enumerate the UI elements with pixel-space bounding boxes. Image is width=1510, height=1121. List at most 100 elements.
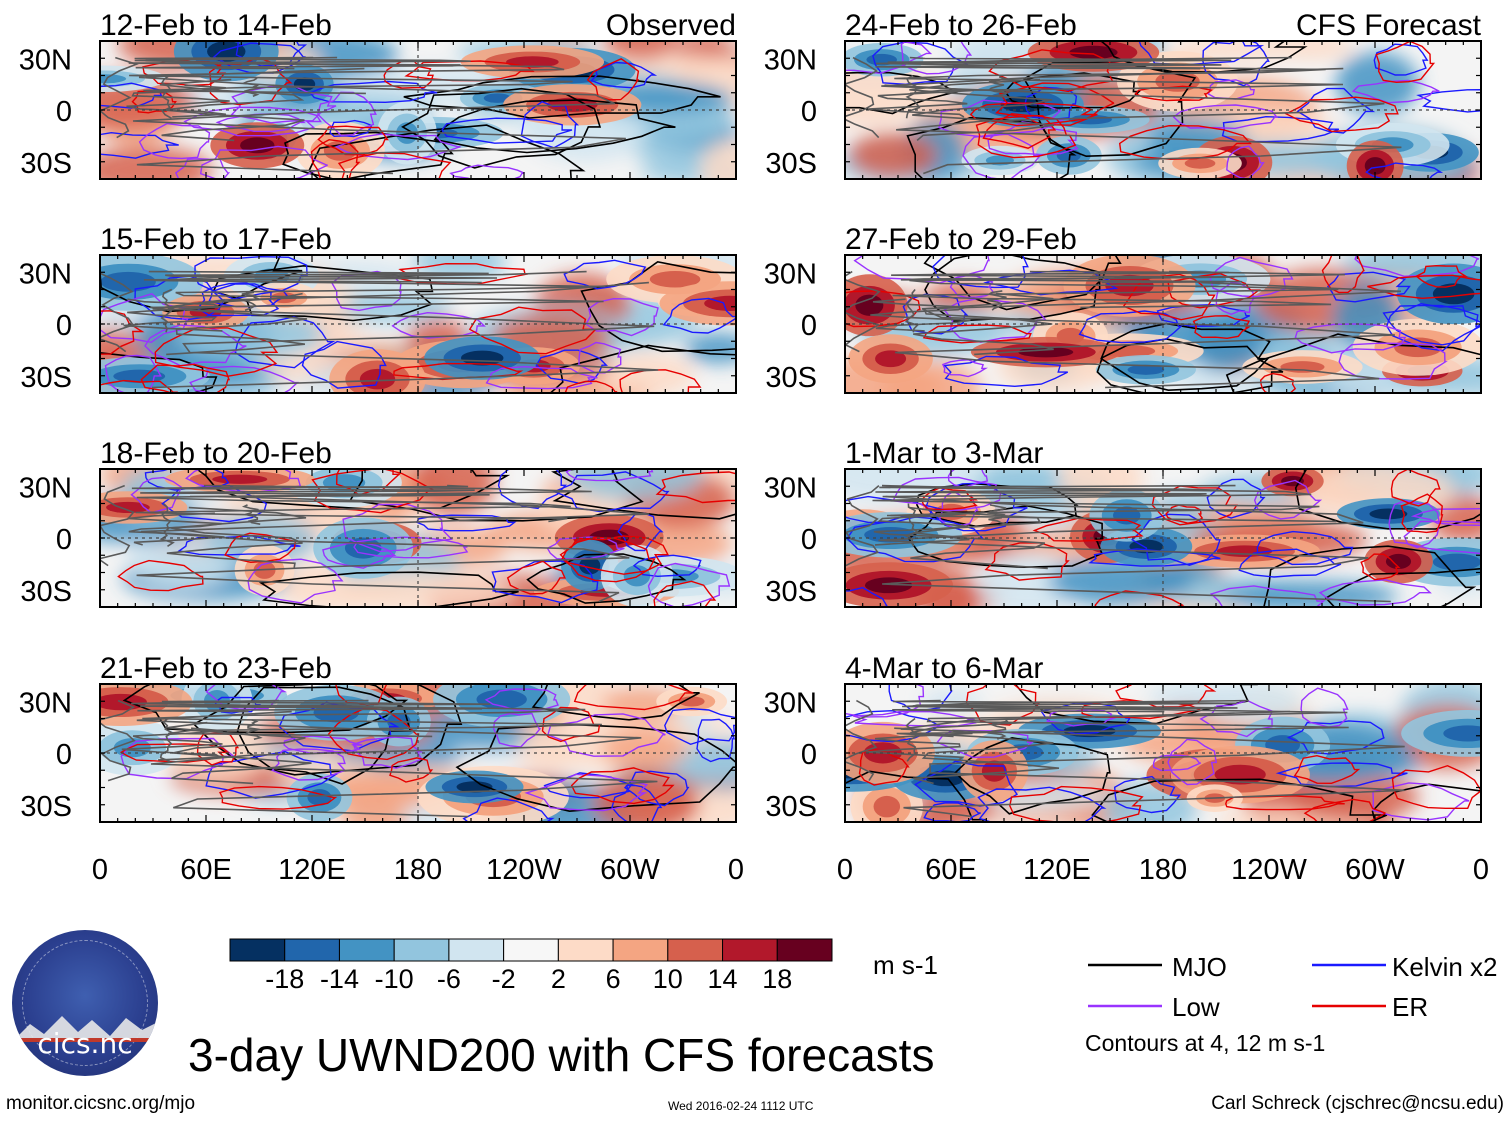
mjo-contour — [551, 469, 736, 520]
map-panel: 1-Mar to 3-Mar 30N 0 30S — [764, 437, 1482, 608]
mjo-contour — [549, 344, 736, 393]
kelvin-contour — [845, 586, 889, 607]
colorbar-swatch — [338, 938, 395, 962]
y-tick-label: 30S — [20, 148, 72, 180]
low-contour — [104, 354, 162, 393]
figure-title: 3-day UWND200 with CFS forecasts — [188, 1029, 935, 1081]
panel-source-label: CFS Forecast — [1296, 9, 1482, 42]
y-tick-label: 0 — [56, 96, 72, 128]
x-tick-label: 120E — [1023, 854, 1091, 886]
y-tick-label: 30S — [20, 576, 72, 608]
footer-url[interactable]: monitor.cicsnc.org/mjo — [6, 1093, 196, 1114]
coastlines — [100, 484, 649, 603]
low-contour — [647, 562, 731, 607]
y-tick-label: 30N — [764, 472, 817, 504]
mjo-contour — [923, 255, 1122, 311]
anomaly-core — [424, 336, 541, 380]
anomaly-core — [1401, 710, 1481, 757]
er-contour — [619, 369, 702, 393]
kelvin-contour — [1296, 87, 1376, 134]
kelvin-contour — [1221, 115, 1340, 143]
low-contour — [900, 41, 973, 75]
colorbar-swatch — [393, 938, 450, 962]
x-tick-label: 60W — [600, 854, 660, 886]
panel-title: 1-Mar to 3-Mar — [845, 437, 1043, 470]
logo-ring — [22, 940, 148, 1066]
x-tick-label: 0 — [728, 854, 744, 886]
kelvin-contour — [462, 797, 555, 822]
anomaly-core — [845, 274, 908, 337]
mjo-contour — [1324, 567, 1481, 607]
y-tick-label: 30N — [19, 687, 72, 719]
low-contour — [1209, 585, 1326, 607]
low-contour — [1351, 79, 1440, 104]
anomaly-core — [1158, 147, 1242, 179]
x-tick-label: 180 — [1139, 854, 1187, 886]
low-contour — [1318, 579, 1432, 606]
er-contour — [1134, 85, 1213, 102]
er-contour — [1165, 504, 1204, 524]
mjo-contour — [1004, 72, 1141, 109]
x-tick-label: 60E — [180, 854, 232, 886]
low-contour — [205, 684, 288, 710]
er-contour — [310, 138, 361, 179]
low-contour — [175, 158, 231, 179]
map-panel: 27-Feb to 29-Feb 30N 0 30S — [764, 223, 1482, 394]
mjo-contour — [531, 684, 700, 721]
er-contour — [100, 379, 178, 393]
colorbar-tick-label: -10 — [375, 964, 414, 994]
colorbar-swatch — [448, 938, 505, 962]
colorbar-tick-label: 10 — [653, 964, 683, 994]
mjo-contour — [122, 684, 409, 734]
anomaly-core — [100, 255, 204, 311]
footer-timestamp: Wed 2016-02-24 1112 UTC — [668, 1099, 814, 1113]
low-contour — [938, 99, 1065, 138]
kelvin-contour — [662, 297, 736, 334]
anomaly-core — [845, 42, 924, 77]
er-contour — [404, 60, 535, 82]
y-tick-label: 30S — [765, 362, 817, 394]
er-contour — [586, 58, 640, 101]
colorbar-tick-label: -18 — [265, 964, 304, 994]
colorbar-swatch — [229, 938, 286, 962]
panel-title: 21-Feb to 23-Feb — [100, 652, 332, 685]
er-contour — [117, 559, 204, 592]
mjo-contour — [433, 99, 676, 154]
low-contour — [941, 359, 988, 378]
low-contour — [189, 365, 300, 393]
colorbar-tick-label: -6 — [437, 964, 461, 994]
kelvin-contour — [100, 131, 179, 159]
low-contour — [1152, 754, 1201, 772]
er-contour — [561, 536, 656, 583]
colorbar-swatch — [722, 938, 778, 962]
anomaly-field — [100, 684, 736, 822]
colorbar-swatch — [284, 938, 340, 962]
coastlines — [845, 699, 1405, 818]
er-contour — [1115, 684, 1217, 708]
y-tick-label: 30N — [19, 472, 72, 504]
kelvin-contour — [1088, 548, 1221, 567]
colorbar-swatch — [612, 938, 669, 962]
y-tick-label: 0 — [56, 310, 72, 342]
anomaly-field — [845, 469, 1481, 607]
panel-title: 24-Feb to 26-Feb — [845, 9, 1077, 42]
er-contour — [1032, 517, 1144, 542]
y-tick-label: 30S — [765, 576, 817, 608]
er-contour — [653, 580, 717, 607]
x-tick-label: 0 — [1473, 854, 1489, 886]
kelvin-contour — [1326, 271, 1411, 303]
kelvin-contour — [872, 41, 969, 86]
panel-title: 15-Feb to 17-Feb — [100, 223, 332, 256]
er-contour — [1293, 754, 1361, 785]
low-contour — [1253, 479, 1323, 520]
low-contour — [352, 736, 424, 769]
mjo-contour — [526, 553, 687, 604]
panel-title: 4-Mar to 6-Mar — [845, 652, 1043, 685]
kelvin-contour — [491, 560, 599, 604]
er-contour — [564, 380, 618, 393]
er-contour — [922, 324, 1032, 344]
mountain-icon — [12, 1016, 158, 1042]
colorbar-tick-label: 18 — [762, 964, 792, 994]
mjo-contour — [401, 87, 602, 169]
